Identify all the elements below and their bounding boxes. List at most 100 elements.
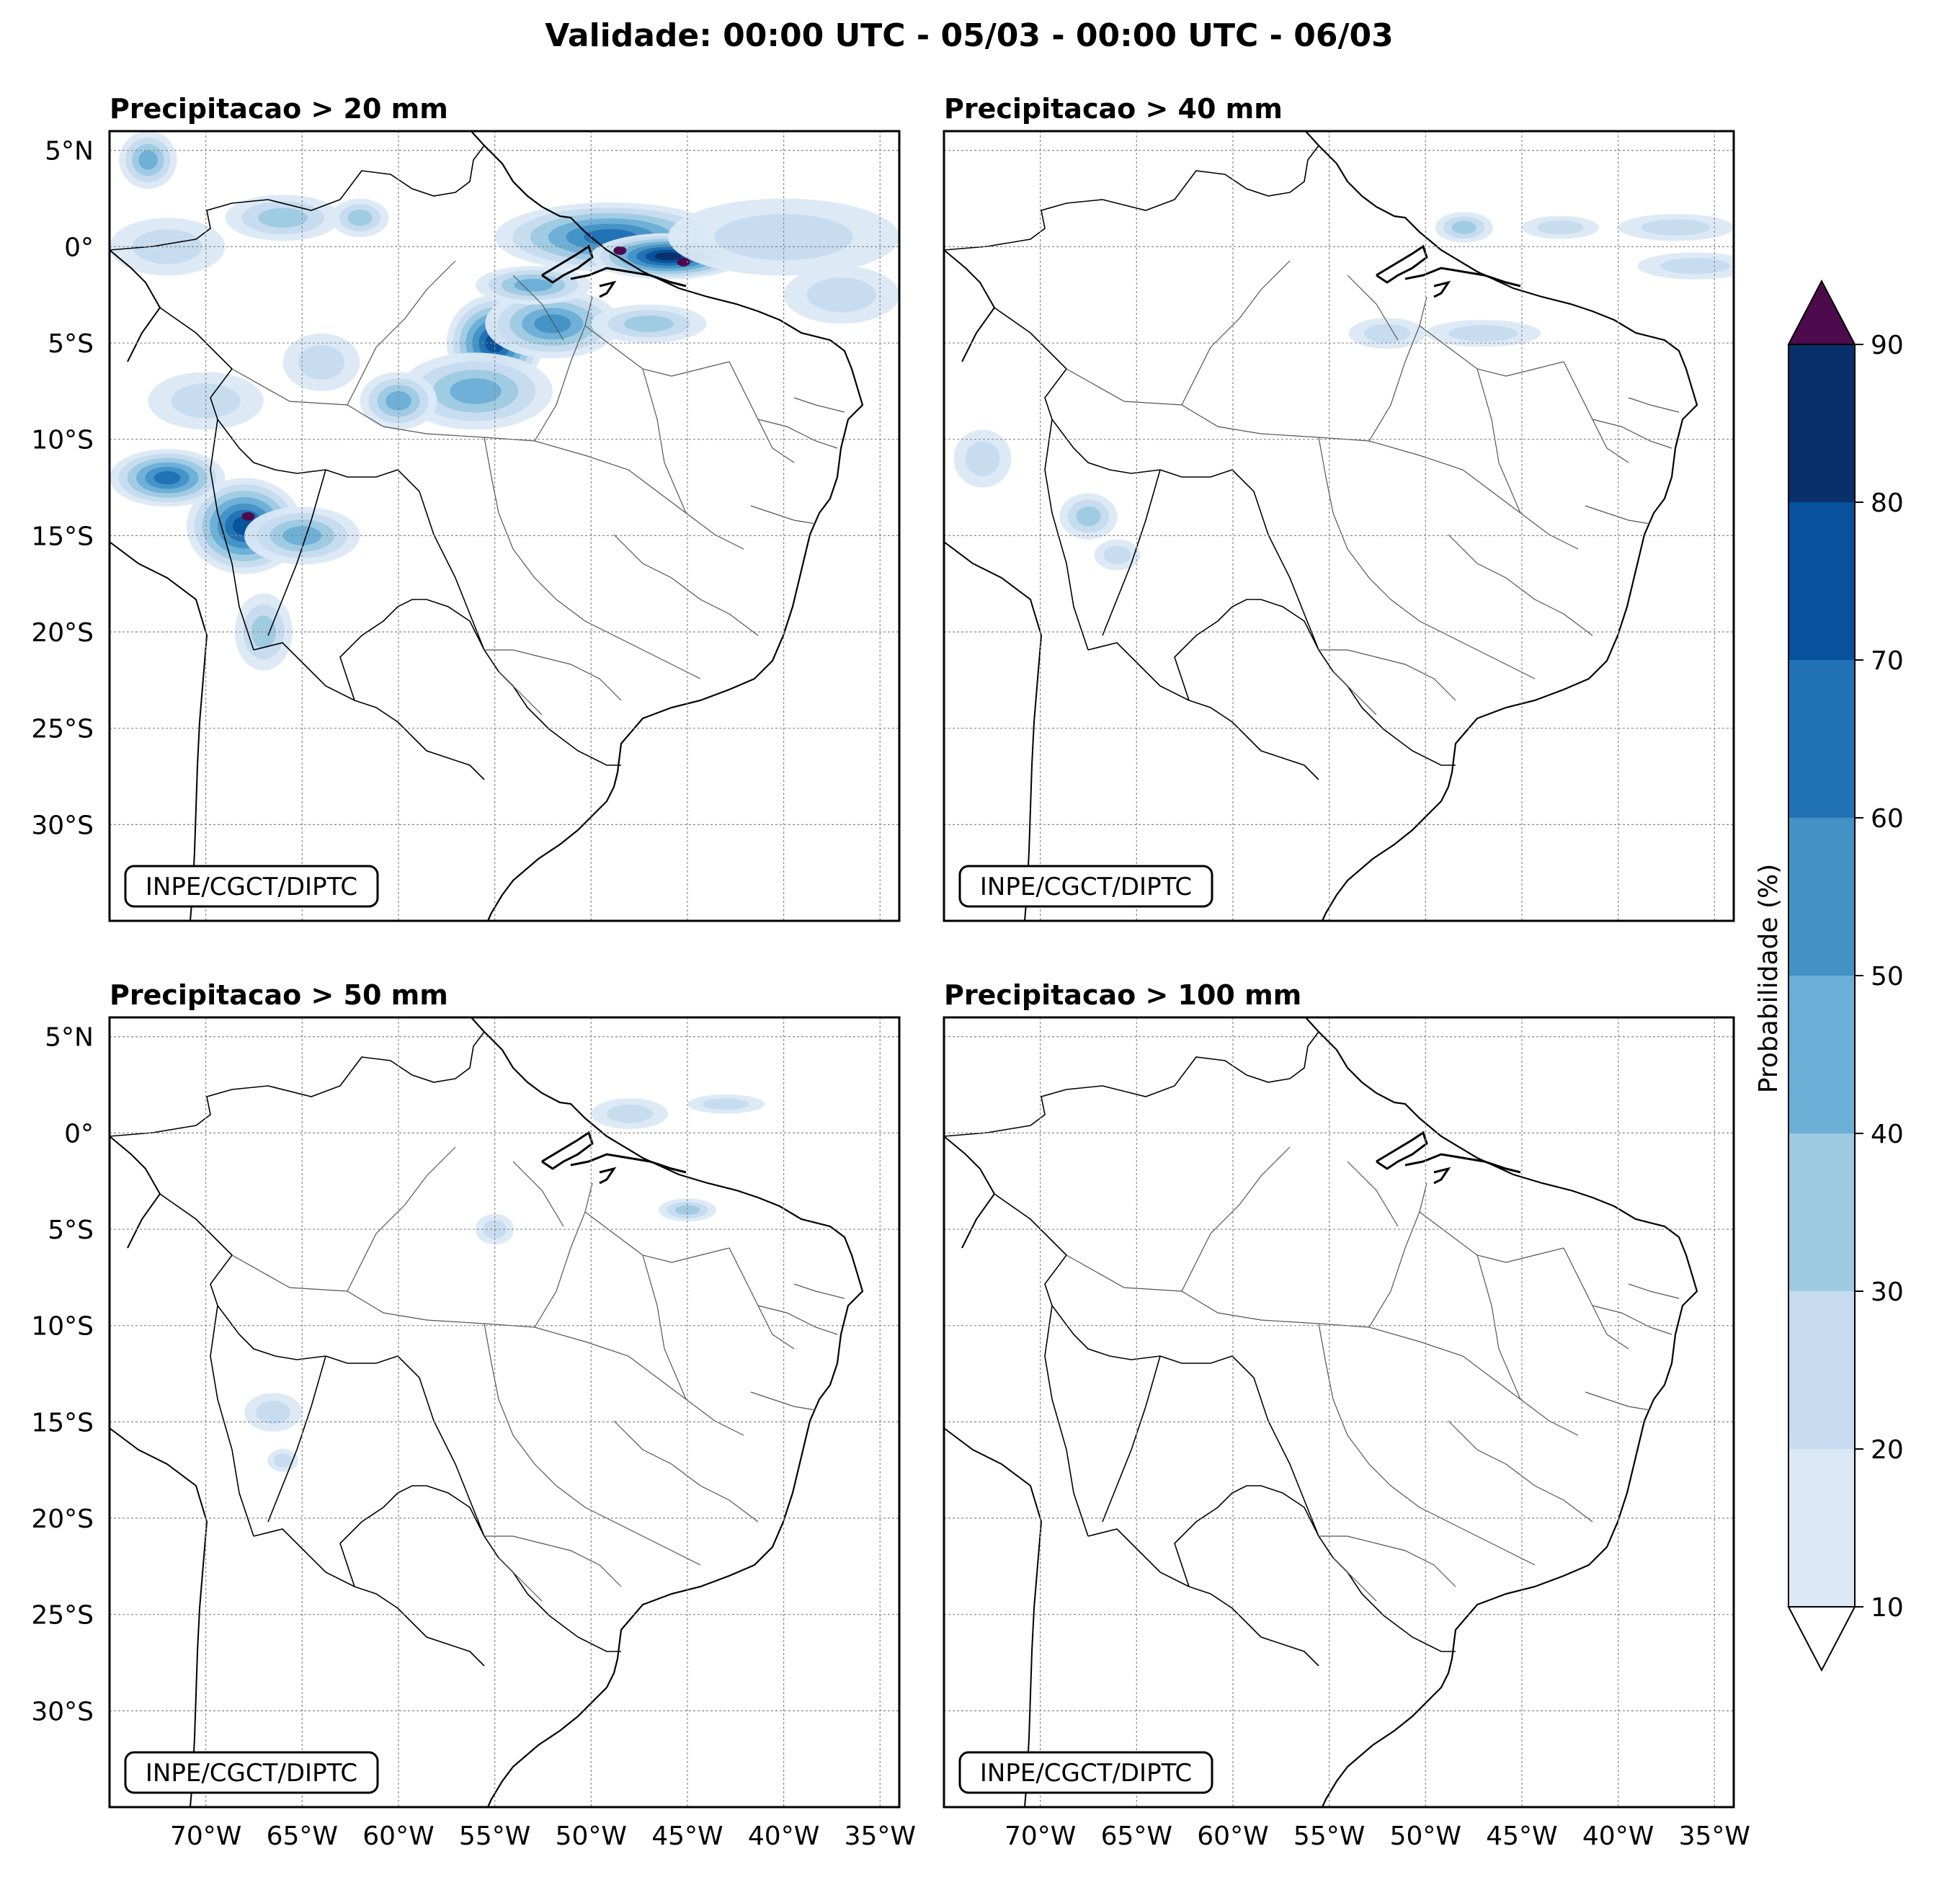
credit-label: INPE/CGCT/DIPTC: [980, 873, 1192, 901]
colorbar: 10 20 30 40 50 60 70 80 90 Probabilidade (%): [1754, 279, 1904, 1672]
probability-cell: [965, 441, 1000, 476]
probability-cell: [1660, 257, 1730, 275]
colorbar-extend-min: [1787, 1606, 1856, 1672]
lon-tick-label: 40°W: [1582, 1822, 1654, 1851]
lat-tick-labels: 5°N 0° 5°S 10°S 15°S 20°S 25°S 30°S: [31, 1023, 94, 1727]
colorbar-tick-label: 10: [1871, 1593, 1904, 1623]
probability-cell: [514, 278, 553, 292]
panel-frame: [943, 130, 1735, 922]
colorbar-tick-label: 70: [1871, 646, 1904, 676]
lon-tick-label: 60°W: [1197, 1822, 1268, 1851]
probability-cell: [347, 209, 373, 226]
lat-tick-label: 5°N: [45, 137, 94, 166]
lon-tick-labels: 70°W 65°W 60°W 55°W 50°W 45°W 40°W 35°W: [1004, 1822, 1750, 1851]
gridlines: [944, 131, 1734, 921]
gridlines: [944, 1017, 1734, 1807]
credit-box: INPE/CGCT/DIPTC: [124, 865, 379, 908]
basemap: [944, 1017, 1698, 1807]
colorbar-band: [1788, 502, 1855, 660]
probability-cell: [714, 213, 853, 261]
panel-frame: [108, 1016, 901, 1809]
lat-tick-label: 5°S: [48, 1216, 94, 1245]
lat-tick-label: 30°S: [31, 811, 94, 840]
lon-tick-label: 55°W: [459, 1822, 530, 1851]
lon-tick-label: 50°W: [556, 1822, 627, 1851]
credit-box: INPE/CGCT/DIPTC: [958, 865, 1213, 908]
lat-tick-label: 0°: [64, 1119, 94, 1149]
probability-cell: [534, 314, 571, 334]
probability-cell: [703, 1098, 749, 1110]
lon-tick-label: 65°W: [1101, 1822, 1172, 1851]
lat-tick-label: 20°S: [31, 618, 94, 648]
probability-cell: [450, 378, 502, 404]
lon-tick-label: 65°W: [267, 1822, 338, 1851]
gridlines: [110, 131, 899, 921]
colorbar-band: [1788, 1449, 1855, 1607]
panel-title: Precipitacao > 20 mm: [110, 93, 448, 125]
panel-precip-20mm: Precipitacao > 20 mm INPE/CGCT/DIPTC 5°N…: [31, 93, 901, 922]
colorbar-bands: [1787, 279, 1856, 1672]
colorbar-tick-label: 20: [1871, 1435, 1904, 1465]
lat-tick-labels: 5°N 0° 5°S 10°S 15°S 20°S 25°S 30°S: [31, 137, 94, 841]
colorbar-band: [1788, 818, 1855, 976]
lat-tick-label: 20°S: [31, 1504, 94, 1534]
probability-cell: [1103, 545, 1131, 564]
lat-tick-label: 25°S: [31, 1601, 94, 1631]
lon-tick-label: 45°W: [651, 1822, 723, 1851]
colorbar-band: [1788, 660, 1855, 818]
lon-tick-label: 60°W: [362, 1822, 434, 1851]
lat-tick-label: 25°S: [31, 715, 94, 744]
probability-peak: [677, 257, 690, 267]
colorbar-tick-label: 90: [1871, 331, 1904, 360]
probability-cell: [674, 1205, 700, 1216]
colorbar-band: [1788, 1133, 1855, 1291]
probability-cell: [654, 252, 682, 261]
probability-field: [110, 131, 899, 671]
lon-tick-label: 50°W: [1390, 1822, 1461, 1851]
panel-precip-50mm: Precipitacao > 50 mm INPE/CGCT/DIPTC 5°N…: [31, 979, 916, 1851]
colorbar-band: [1788, 1291, 1855, 1449]
colorbar-tick-label: 40: [1871, 1120, 1904, 1149]
probability-cell: [153, 471, 181, 485]
probability-cell: [1363, 324, 1410, 343]
probability-cell: [606, 1104, 653, 1123]
credit-label: INPE/CGCT/DIPTC: [146, 873, 357, 901]
colorbar-band: [1788, 344, 1855, 502]
basemap: [944, 131, 1698, 921]
panel-title: Precipitacao > 50 mm: [110, 979, 448, 1011]
probability-peak: [613, 246, 627, 255]
colorbar-band: [1788, 976, 1855, 1133]
panel-frame: [108, 130, 901, 922]
colorbar-label: Probabilidade (%): [1754, 864, 1783, 1094]
lat-tick-label: 30°S: [31, 1697, 94, 1726]
lon-tick-labels: 70°W 65°W 60°W 55°W 50°W 45°W 40°W 35°W: [170, 1822, 916, 1851]
lon-tick-label: 70°W: [1004, 1822, 1076, 1851]
probability-peak: [241, 512, 255, 521]
probability-cell: [273, 1453, 293, 1468]
gridlines: [110, 1017, 899, 1807]
probability-cell: [1641, 219, 1711, 236]
credit-box: INPE/CGCT/DIPTC: [124, 1751, 379, 1794]
lon-tick-label: 45°W: [1486, 1822, 1557, 1851]
colorbar-tick-label: 60: [1871, 804, 1904, 834]
probability-cell: [138, 150, 158, 170]
panel-frame: [943, 1016, 1735, 1809]
probability-cell: [256, 1400, 291, 1425]
probability-cell: [806, 277, 876, 313]
probability-cell: [1451, 220, 1476, 234]
lat-tick-label: 10°S: [31, 1312, 94, 1342]
lon-tick-label: 35°W: [845, 1822, 916, 1851]
probability-cell: [624, 315, 674, 332]
probability-field: [953, 212, 1734, 571]
lat-tick-label: 5°N: [45, 1023, 94, 1053]
colorbar-tick-label: 80: [1871, 489, 1904, 518]
panel-title: Precipitacao > 100 mm: [944, 979, 1301, 1011]
colorbar-tick-label: 30: [1871, 1278, 1904, 1307]
colorbar-tick-label: 50: [1871, 962, 1904, 991]
basemap: [110, 1017, 864, 1807]
probability-cell: [251, 615, 277, 648]
figure-title: Validade: 00:00 UTC - 05/03 - 00:00 UTC …: [545, 17, 1394, 54]
credit-label: INPE/CGCT/DIPTC: [146, 1759, 357, 1788]
probability-cell: [1537, 220, 1584, 235]
